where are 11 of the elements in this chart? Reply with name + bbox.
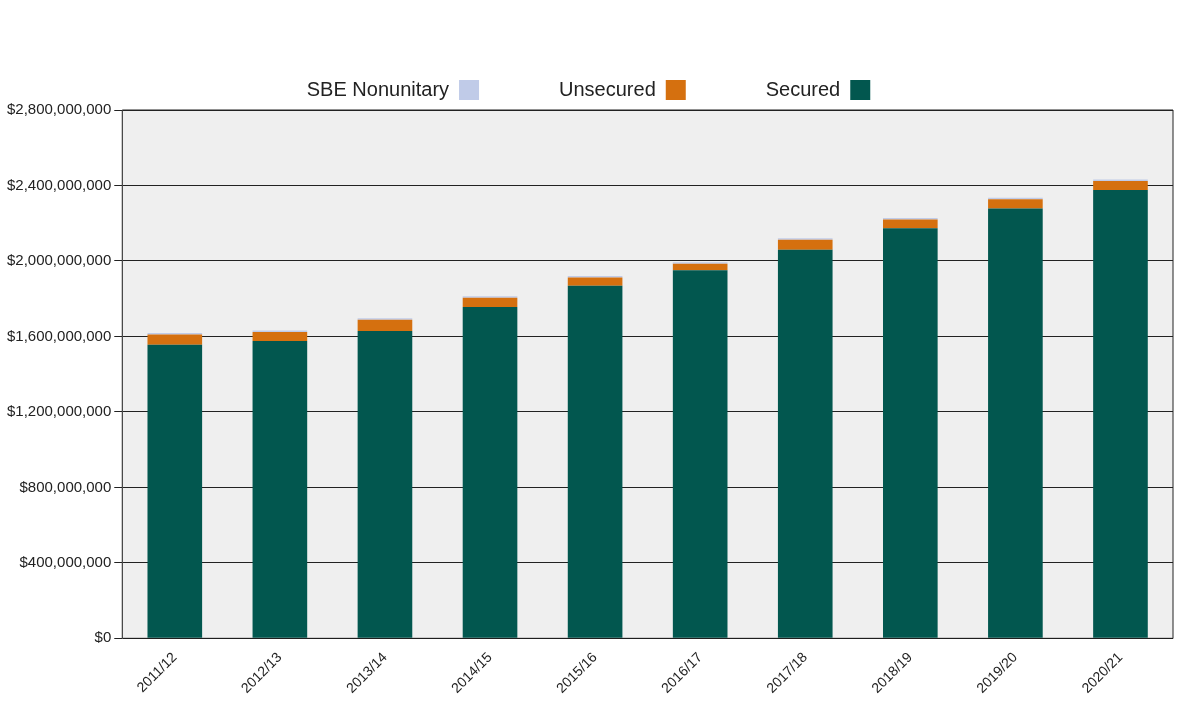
y-tick-label: $1,600,000,000 — [6, 326, 112, 344]
y-tick-label: $800,000,000 — [19, 477, 112, 495]
y-tick-label: $2,800,000,000 — [6, 100, 112, 118]
legend-label: Unsecured — [559, 77, 656, 100]
y-tick-label: $400,000,000 — [19, 553, 112, 570]
y-tick-label: $0 — [94, 628, 112, 646]
y-tick-label: $2,000,000,000 — [6, 251, 112, 269]
y-tick-label: $2,400,000,000 — [6, 175, 112, 193]
y-tick-label: $1,200,000,000 — [6, 402, 112, 420]
legend-label: SBE Nonunitary — [306, 77, 450, 100]
legend-label: Secured — [765, 77, 841, 100]
